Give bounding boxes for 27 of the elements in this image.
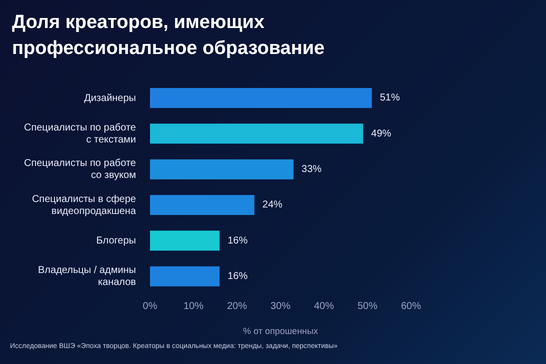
x-tick-label: 30% (270, 301, 291, 312)
y-tick-label: Владельцы / админы каналов (38, 264, 136, 288)
data-label: 49% (371, 128, 392, 140)
y-tick-label: Блогеры (96, 235, 136, 246)
x-axis-title: % от опрошенных (243, 326, 318, 336)
bar (150, 195, 254, 215)
x-tick-label: 20% (226, 301, 248, 312)
x-tick-label: 10% (183, 301, 204, 312)
bar (150, 230, 220, 251)
data-label: 16% (228, 235, 248, 246)
data-label: 33% (302, 164, 322, 175)
x-tick-label: 0% (142, 301, 158, 312)
chart-title: Доля креаторов, имеющих профессиональное образование (12, 11, 326, 61)
data-label: 51% (380, 92, 400, 104)
data-label: 16% (228, 270, 248, 282)
y-tick-label: Специалисты по работе с текстами (24, 122, 136, 146)
bar (150, 124, 364, 144)
y-tick-label: Дизайнеры (84, 92, 136, 104)
bar (150, 159, 294, 180)
y-tick-label: Специалисты по работе со звуком (24, 158, 136, 181)
data-label: 24% (262, 200, 283, 211)
x-tick-label: 40% (314, 301, 334, 312)
y-tick-label: Специалисты в сфере видеопродакшена (32, 193, 136, 216)
x-tick-label: 50% (357, 301, 378, 312)
bar (150, 266, 220, 286)
bar (150, 88, 372, 108)
x-tick-label: 60% (400, 301, 422, 312)
